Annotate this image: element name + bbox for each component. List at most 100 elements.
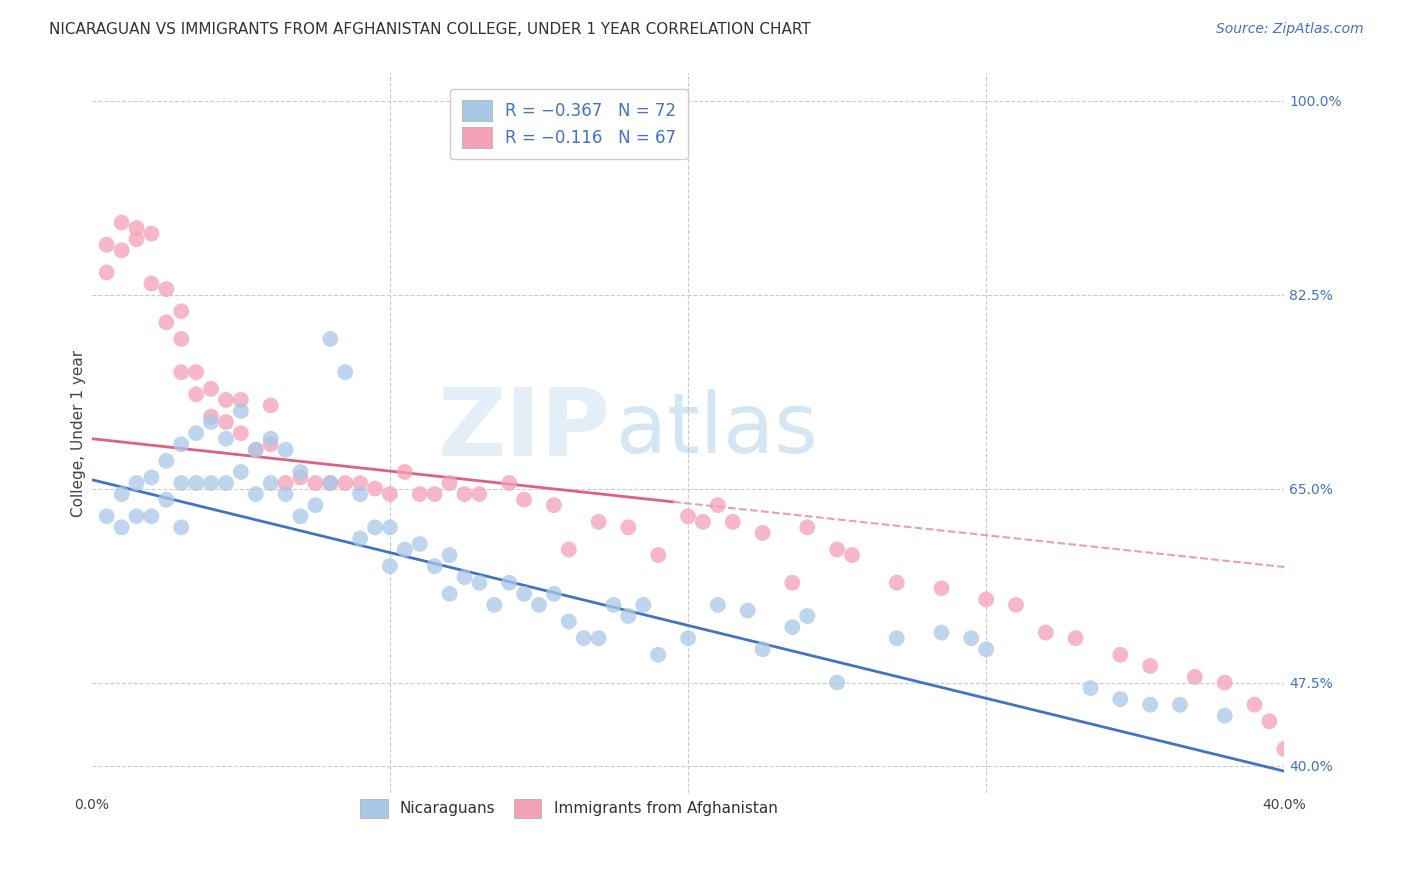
- Point: [155, 282, 177, 296]
- Point: [260, 432, 283, 446]
- Point: [439, 548, 461, 562]
- Point: [304, 476, 326, 491]
- Text: NICARAGUAN VS IMMIGRANTS FROM AFGHANISTAN COLLEGE, UNDER 1 YEAR CORRELATION CHAR: NICARAGUAN VS IMMIGRANTS FROM AFGHANISTA…: [49, 22, 811, 37]
- Point: [468, 575, 491, 590]
- Point: [543, 587, 565, 601]
- Point: [155, 454, 177, 468]
- Point: [453, 487, 475, 501]
- Point: [498, 476, 520, 491]
- Point: [409, 537, 432, 551]
- Point: [274, 442, 297, 457]
- Point: [378, 487, 401, 501]
- Point: [335, 476, 357, 491]
- Point: [229, 404, 252, 418]
- Point: [170, 437, 193, 451]
- Point: [378, 559, 401, 574]
- Point: [186, 426, 208, 441]
- Point: [484, 598, 506, 612]
- Point: [141, 509, 163, 524]
- Point: [394, 465, 416, 479]
- Point: [617, 520, 640, 534]
- Point: [782, 575, 804, 590]
- Point: [751, 525, 773, 540]
- Point: [319, 476, 342, 491]
- Point: [676, 631, 699, 645]
- Point: [335, 365, 357, 379]
- Point: [572, 631, 595, 645]
- Legend: Nicaraguans, Immigrants from Afghanistan: Nicaraguans, Immigrants from Afghanistan: [353, 791, 785, 825]
- Point: [931, 625, 953, 640]
- Point: [782, 620, 804, 634]
- Point: [290, 509, 312, 524]
- Point: [110, 216, 132, 230]
- Point: [349, 487, 371, 501]
- Point: [141, 227, 163, 241]
- Point: [633, 598, 655, 612]
- Point: [1035, 625, 1057, 640]
- Point: [245, 442, 267, 457]
- Point: [155, 492, 177, 507]
- Point: [364, 482, 387, 496]
- Text: atlas: atlas: [616, 389, 818, 470]
- Point: [1139, 659, 1161, 673]
- Point: [170, 520, 193, 534]
- Point: [125, 476, 148, 491]
- Point: [825, 542, 848, 557]
- Point: [200, 476, 222, 491]
- Point: [513, 587, 536, 601]
- Point: [1184, 670, 1206, 684]
- Point: [200, 409, 222, 424]
- Point: [141, 277, 163, 291]
- Point: [200, 382, 222, 396]
- Point: [1109, 648, 1132, 662]
- Point: [349, 476, 371, 491]
- Point: [304, 498, 326, 512]
- Point: [513, 492, 536, 507]
- Point: [1272, 742, 1295, 756]
- Point: [274, 487, 297, 501]
- Point: [260, 399, 283, 413]
- Point: [319, 476, 342, 491]
- Point: [974, 592, 997, 607]
- Point: [125, 509, 148, 524]
- Point: [960, 631, 983, 645]
- Point: [498, 575, 520, 590]
- Point: [125, 232, 148, 246]
- Point: [841, 548, 863, 562]
- Point: [617, 609, 640, 624]
- Point: [170, 365, 193, 379]
- Point: [527, 598, 550, 612]
- Point: [260, 437, 283, 451]
- Point: [96, 509, 118, 524]
- Point: [1213, 675, 1236, 690]
- Point: [439, 476, 461, 491]
- Point: [274, 476, 297, 491]
- Point: [1139, 698, 1161, 712]
- Point: [215, 392, 238, 407]
- Point: [558, 615, 581, 629]
- Y-axis label: College, Under 1 year: College, Under 1 year: [72, 350, 86, 516]
- Point: [170, 332, 193, 346]
- Point: [96, 265, 118, 279]
- Point: [721, 515, 744, 529]
- Point: [215, 432, 238, 446]
- Point: [423, 559, 446, 574]
- Point: [796, 520, 818, 534]
- Point: [647, 648, 669, 662]
- Point: [186, 387, 208, 401]
- Point: [409, 487, 432, 501]
- Point: [155, 315, 177, 329]
- Point: [200, 415, 222, 429]
- Point: [1168, 698, 1191, 712]
- Point: [796, 609, 818, 624]
- Point: [647, 548, 669, 562]
- Point: [110, 520, 132, 534]
- Point: [588, 631, 610, 645]
- Point: [186, 365, 208, 379]
- Point: [825, 675, 848, 690]
- Point: [1109, 692, 1132, 706]
- Point: [260, 476, 283, 491]
- Point: [110, 244, 132, 258]
- Point: [931, 582, 953, 596]
- Point: [558, 542, 581, 557]
